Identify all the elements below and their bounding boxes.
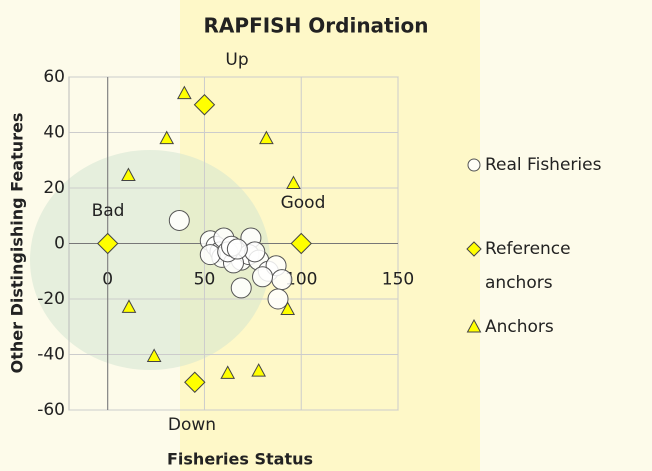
- y-tick-label: -60: [37, 400, 65, 420]
- legend-item: Anchors: [466, 310, 605, 344]
- x-tick-label: 150: [382, 270, 414, 290]
- point: [467, 158, 481, 172]
- point: [286, 175, 301, 190]
- legend-icon: [467, 158, 481, 172]
- point: [259, 130, 274, 145]
- y-tick-label: 60: [43, 67, 65, 87]
- point: [280, 301, 296, 316]
- point: [466, 241, 482, 257]
- annotation: Bad: [92, 201, 125, 221]
- point: [96, 232, 119, 255]
- point: [177, 85, 192, 100]
- point: [251, 363, 266, 377]
- point: [466, 319, 482, 333]
- point: [226, 238, 248, 260]
- x-axis-label: Fisheries Status: [167, 450, 313, 469]
- y-tick-label: 0: [54, 234, 65, 254]
- legend-label: Anchors: [485, 317, 554, 337]
- annotation: Up: [225, 50, 248, 70]
- background-shape: [30, 150, 270, 370]
- point: [230, 277, 252, 299]
- legend-label: Real Fisheries: [485, 155, 602, 175]
- point: [121, 167, 136, 182]
- legend-label: Reference anchors: [485, 239, 571, 293]
- point: [290, 232, 312, 255]
- point: [199, 244, 221, 266]
- point: [146, 348, 162, 362]
- point: [220, 365, 236, 379]
- point: [159, 130, 175, 145]
- legend-item: Reference anchors: [466, 232, 605, 300]
- point: [252, 266, 274, 288]
- point: [168, 209, 190, 231]
- y-tick-label: -40: [37, 345, 65, 365]
- legend-item: Real Fisheries: [466, 148, 605, 182]
- point: [184, 371, 206, 393]
- point: [121, 299, 137, 313]
- y-tick-label: 20: [43, 178, 65, 198]
- y-tick-label: -20: [37, 289, 65, 309]
- y-tick-label: 40: [43, 123, 65, 143]
- y-axis-label: Other Distingishing Features: [8, 113, 27, 374]
- point: [271, 269, 293, 291]
- chart-title: RAPFISH Ordination: [204, 14, 429, 38]
- legend-icon: [466, 241, 482, 257]
- annotation: Down: [168, 415, 216, 435]
- annotation: Good: [281, 193, 326, 213]
- legend-icon: [466, 319, 482, 333]
- point: [244, 241, 266, 263]
- x-tick-label: 100: [285, 270, 317, 290]
- point: [193, 94, 216, 116]
- point: [267, 288, 289, 310]
- x-tick-label: 50: [194, 270, 216, 290]
